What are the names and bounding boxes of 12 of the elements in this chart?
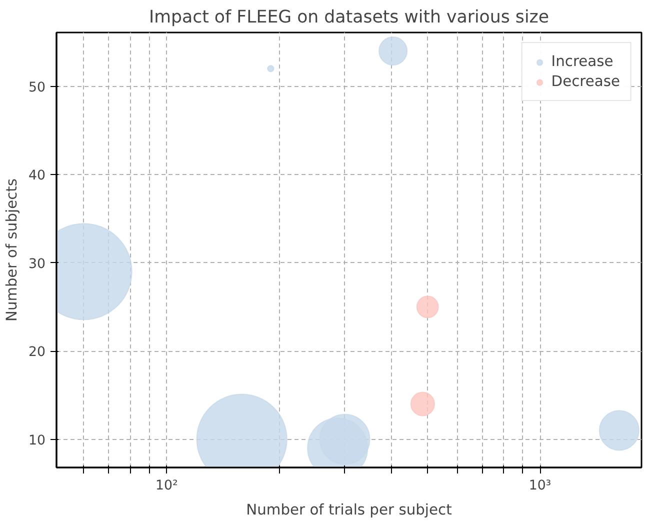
chart-title: Impact of FLEEG on datasets with various size	[148, 8, 550, 28]
legend-label: Increase	[551, 53, 614, 70]
y-tick-label: 50	[28, 80, 46, 96]
legend-label: Decrease	[551, 73, 620, 90]
x-axis-title: Number of trials per subject	[246, 502, 452, 518]
x-tick-label: 10²	[155, 478, 178, 494]
y-tick-label: 10	[28, 433, 46, 448]
x-tick-label: 10³	[528, 478, 552, 494]
y-tick-label: 40	[28, 168, 46, 184]
y-axis-title: Number of subjects	[4, 178, 21, 322]
y-tick-label: 30	[28, 256, 46, 272]
y-tick-label: 20	[28, 345, 46, 360]
